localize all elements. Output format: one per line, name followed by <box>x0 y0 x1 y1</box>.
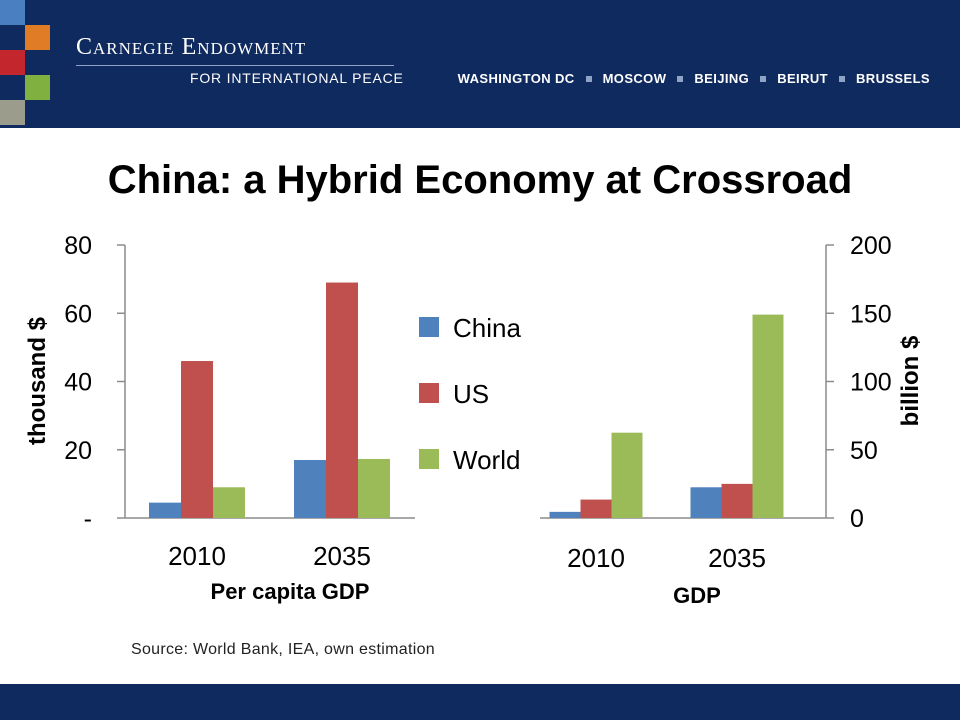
city-label: WASHINGTON DC <box>457 71 575 86</box>
y-tick-label: 150 <box>850 300 892 328</box>
logo-square <box>0 100 25 125</box>
x-tick-label: 2035 <box>313 541 371 571</box>
y-tick-label: 40 <box>64 369 92 397</box>
bar <box>580 499 612 518</box>
bar <box>358 458 390 518</box>
bar <box>549 511 581 518</box>
bar <box>721 483 753 518</box>
city-label: BRUSSELS <box>856 71 930 86</box>
y-tick-label: 200 <box>850 232 892 260</box>
y-tick-label: 20 <box>64 437 92 465</box>
legend-label: US <box>453 379 489 409</box>
city-separator <box>677 75 684 82</box>
org-subtitle: FOR INTERNATIONAL PEACE <box>190 70 404 86</box>
y-axis-title: thousand $ <box>24 316 51 445</box>
y-tick-label: - <box>84 505 92 533</box>
y-tick-label: 100 <box>850 369 892 397</box>
source-note: Source: World Bank, IEA, own estimation <box>131 641 435 658</box>
bar <box>752 314 784 518</box>
x-tick-label: 2010 <box>567 543 625 573</box>
x-tick-label: 2035 <box>708 543 766 573</box>
y-tick-label: 0 <box>850 505 864 533</box>
x-axis-title: Per capita GDP <box>211 579 370 604</box>
city-list: WASHINGTON DC MOSCOW BEIJING BEIRUT BRUS… <box>458 71 930 86</box>
x-axis-title: GDP <box>673 583 721 608</box>
org-divider <box>76 65 394 66</box>
y-tick-label: 60 <box>64 300 92 328</box>
page-title: China: a Hybrid Economy at Crossroad <box>107 158 853 202</box>
legend-label: China <box>453 313 521 343</box>
bar <box>690 487 722 518</box>
y-axis-title: billion $ <box>897 335 924 426</box>
city-separator <box>585 75 592 82</box>
header-banner: Carnegie Endowment FOR INTERNATIONAL PEA… <box>0 0 960 128</box>
logo-square <box>25 75 50 100</box>
y-tick-label: 80 <box>64 232 92 260</box>
legend-swatch <box>419 449 439 469</box>
bar <box>294 459 326 518</box>
city-separator <box>760 75 767 82</box>
legend-swatch <box>419 383 439 403</box>
bar <box>213 487 245 518</box>
bar <box>181 361 213 518</box>
bar <box>611 432 643 518</box>
y-tick-label: 50 <box>850 437 878 465</box>
city-label: BEIRUT <box>777 71 828 86</box>
footer-bar <box>0 684 960 720</box>
org-name: Carnegie Endowment <box>76 34 307 60</box>
city-label: MOSCOW <box>602 71 667 86</box>
x-tick-label: 2010 <box>168 541 226 571</box>
city-label: BEIJING <box>694 71 750 86</box>
legend-swatch <box>419 317 439 337</box>
logo-square <box>25 25 50 50</box>
bar <box>149 502 181 518</box>
logo-square <box>0 50 25 75</box>
legend-label: World <box>453 445 520 475</box>
bar <box>326 282 358 518</box>
logo-square <box>0 0 25 25</box>
city-separator <box>839 75 845 82</box>
